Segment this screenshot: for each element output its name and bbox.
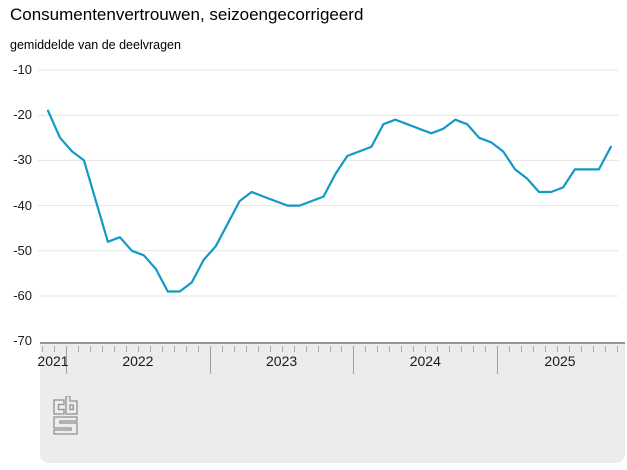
year-label: 2023 — [266, 353, 298, 369]
month-tick — [78, 346, 79, 352]
x-axis-band[interactable]: 2021 2022 2023 2024 2025 — [37, 342, 625, 463]
month-tick — [473, 346, 475, 352]
y-axis-label: -30 — [13, 152, 32, 168]
month-tick — [557, 346, 558, 352]
year-separator — [353, 346, 355, 374]
month-tick — [329, 346, 331, 352]
year-label: 2025 — [544, 353, 576, 369]
month-tick — [269, 346, 271, 352]
year-label: 2022 — [122, 353, 154, 369]
year-label: 2024 — [409, 353, 441, 369]
month-tick — [257, 346, 259, 352]
month-tick — [413, 346, 415, 352]
y-axis-label: -40 — [13, 197, 32, 213]
month-tick — [137, 346, 139, 352]
month-tick — [197, 346, 199, 352]
month-tick — [293, 346, 295, 352]
month-tick — [521, 346, 523, 352]
month-tick — [569, 346, 570, 352]
month-tick — [305, 346, 307, 352]
month-tick — [389, 346, 391, 352]
cbs-logo — [53, 396, 78, 435]
month-tick — [377, 346, 379, 352]
month-tick — [233, 346, 235, 352]
month-tick — [113, 346, 115, 352]
y-axis-label: -20 — [13, 107, 32, 123]
month-tick — [161, 346, 163, 352]
month-tick — [245, 346, 247, 352]
y-axis-label: -60 — [13, 288, 32, 303]
month-tick — [616, 346, 618, 352]
month-tick — [54, 346, 55, 352]
month-tick — [341, 346, 343, 352]
month-tick — [604, 346, 606, 352]
confidence-line[interactable] — [46, 109, 613, 293]
month-tick — [149, 346, 151, 352]
month-tick — [365, 346, 367, 352]
y-axis-label: -10 — [13, 62, 32, 77]
month-tick — [461, 346, 463, 352]
month-tick — [449, 346, 451, 352]
month-tick — [281, 346, 283, 352]
month-tick — [221, 346, 223, 352]
year-separator — [66, 346, 67, 374]
month-tick — [90, 346, 91, 352]
month-tick — [425, 346, 427, 352]
month-tick — [125, 346, 127, 352]
month-tick — [545, 346, 546, 352]
month-tick — [509, 346, 511, 352]
month-tick — [580, 346, 582, 352]
month-tick — [533, 346, 534, 352]
month-tick — [42, 346, 44, 352]
month-tick — [185, 346, 187, 352]
year-separator — [209, 346, 211, 374]
page-subtitle: gemiddelde van de deelvragen — [10, 38, 181, 52]
month-tick — [437, 346, 439, 352]
month-tick — [485, 346, 487, 352]
year-label: 2021 — [37, 353, 69, 369]
month-tick — [401, 346, 403, 352]
month-tick — [173, 346, 175, 352]
page-title: Consumentenvertrouwen, seizoengecorrigee… — [10, 5, 364, 24]
year-separator — [497, 346, 499, 374]
y-axis-label: -70 — [13, 333, 32, 349]
y-axis-label: -50 — [13, 242, 32, 258]
month-tick — [592, 346, 594, 352]
month-tick — [101, 346, 103, 352]
plot-area[interactable] — [0, 0, 627, 342]
month-tick — [317, 346, 319, 352]
